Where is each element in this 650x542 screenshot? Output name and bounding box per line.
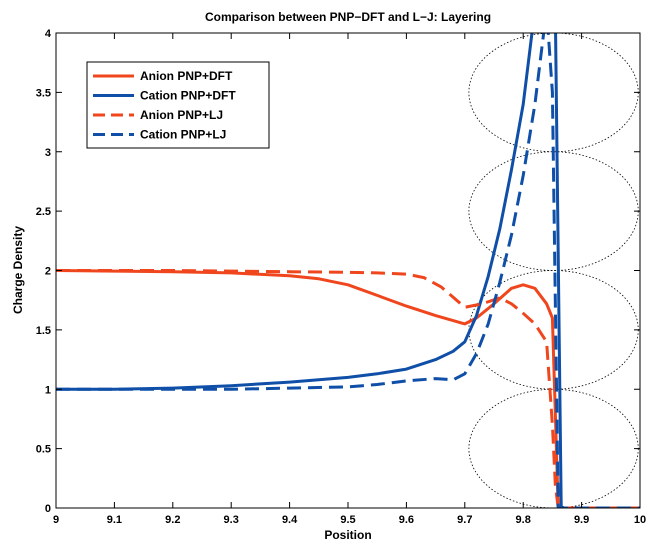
x-tick-label: 9.1 (107, 514, 122, 526)
x-tick-label: 9.7 (457, 514, 472, 526)
y-tick-label: 2.5 (36, 206, 51, 218)
legend-label: Cation PNP+LJ (140, 128, 226, 142)
y-tick-label: 4 (45, 28, 52, 40)
series-line-2 (56, 269, 640, 508)
x-tick-label: 9.5 (340, 514, 355, 526)
x-tick-label: 9.3 (224, 514, 239, 526)
legend-label: Anion PNP+LJ (140, 108, 223, 122)
dotted-circle (543, 33, 564, 34)
y-tick-label: 1.5 (36, 325, 51, 337)
series-line-1 (56, 33, 640, 508)
y-tick-label: 0 (45, 503, 51, 515)
legend: Anion PNP+DFT Cation PNP+DFT Anion PNP+LJ C… (86, 61, 270, 149)
series-line-3 (56, 33, 640, 508)
y-axis-title: Charge Density (11, 226, 25, 314)
legend-label: Anion PNP+DFT (140, 69, 233, 83)
x-axis-title: Position (324, 528, 371, 542)
y-tick-label: 3.5 (36, 87, 51, 99)
y-tick-label: 3 (45, 147, 51, 159)
x-tick-label: 9.2 (165, 514, 180, 526)
x-tick-label: 9.6 (399, 514, 414, 526)
y-tick-label: 2 (45, 266, 51, 278)
x-tick-label: 9.8 (516, 514, 531, 526)
y-tick-label: 1 (45, 384, 51, 396)
y-tick-label: 0.5 (36, 444, 51, 456)
x-tick-label: 10 (634, 514, 646, 526)
x-tick-label: 9.4 (282, 514, 298, 526)
x-tick-label: 9 (53, 514, 59, 526)
x-axis-ticks: 9 9.1 9.2 9.3 9.4 9.5 9.6 9.7 9.8 9.9 10 (53, 33, 646, 526)
legend-label: Cation PNP+DFT (140, 89, 236, 103)
series-layer (56, 33, 640, 508)
y-axis-ticks: 0 0.5 1 1.5 2 2.5 3 3.5 4 (36, 28, 640, 515)
x-tick-label: 9.9 (574, 514, 589, 526)
series-line-0 (56, 269, 640, 508)
chart-title: Comparison between PNP−DFT and L−J: Laye… (205, 10, 491, 24)
